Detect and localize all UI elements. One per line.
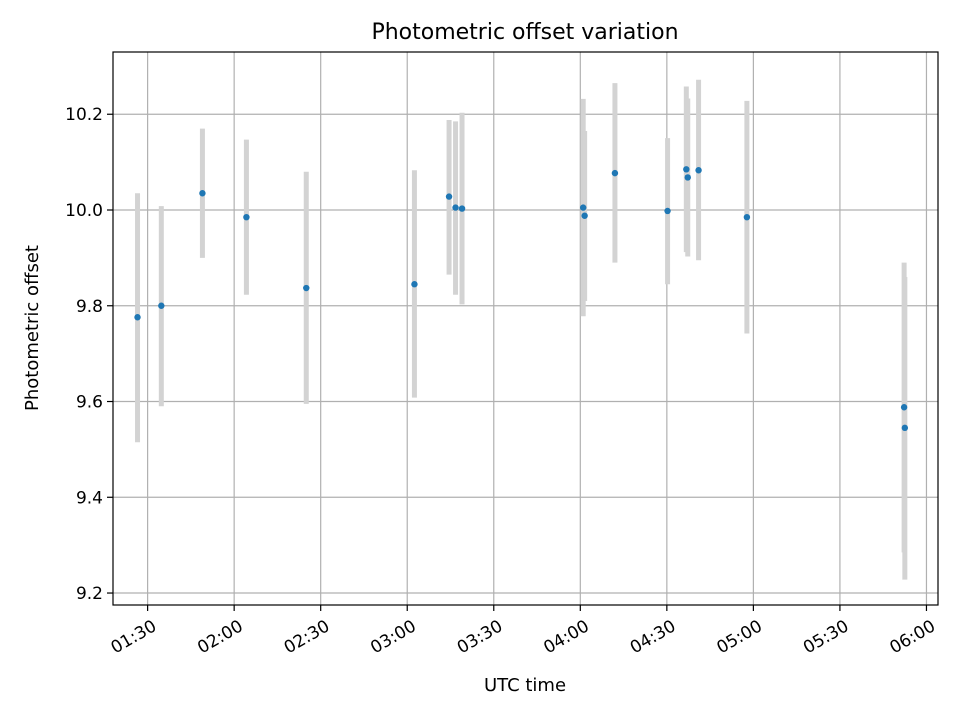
x-axis-label: UTC time xyxy=(484,675,566,696)
data-point xyxy=(695,167,702,174)
data-points xyxy=(134,166,909,432)
data-point xyxy=(134,314,141,321)
plot-area-frame xyxy=(112,51,939,606)
data-point xyxy=(900,404,908,411)
y-tick-label: 9.2 xyxy=(76,584,103,604)
y-tick-label: 10.0 xyxy=(65,201,103,221)
grid-lines xyxy=(113,52,938,605)
data-point xyxy=(664,207,671,215)
data-point xyxy=(445,193,453,200)
data-point xyxy=(579,204,587,211)
y-tick-label: 9.8 xyxy=(76,297,103,317)
data-point xyxy=(452,204,459,211)
data-point xyxy=(683,166,690,173)
data-point xyxy=(411,281,418,288)
y-axis-ticks: 9.2 9.4 9.6 9.8 10.0 10.2 xyxy=(65,105,113,604)
y-axis-label: Photometric offset xyxy=(22,245,43,411)
y-tick-label: 9.4 xyxy=(76,488,103,508)
chart-title: Photometric offset variation xyxy=(371,20,678,45)
y-tick-label: 9.6 xyxy=(76,393,103,413)
data-point xyxy=(458,205,466,212)
data-point xyxy=(743,213,751,221)
data-point xyxy=(581,212,588,219)
data-point xyxy=(158,302,165,309)
data-point xyxy=(611,169,619,177)
y-tick-label: 10.2 xyxy=(65,105,103,125)
data-point xyxy=(199,190,206,197)
data-point xyxy=(901,424,909,432)
data-point xyxy=(243,213,250,221)
data-point xyxy=(303,284,310,292)
data-point xyxy=(684,174,691,181)
